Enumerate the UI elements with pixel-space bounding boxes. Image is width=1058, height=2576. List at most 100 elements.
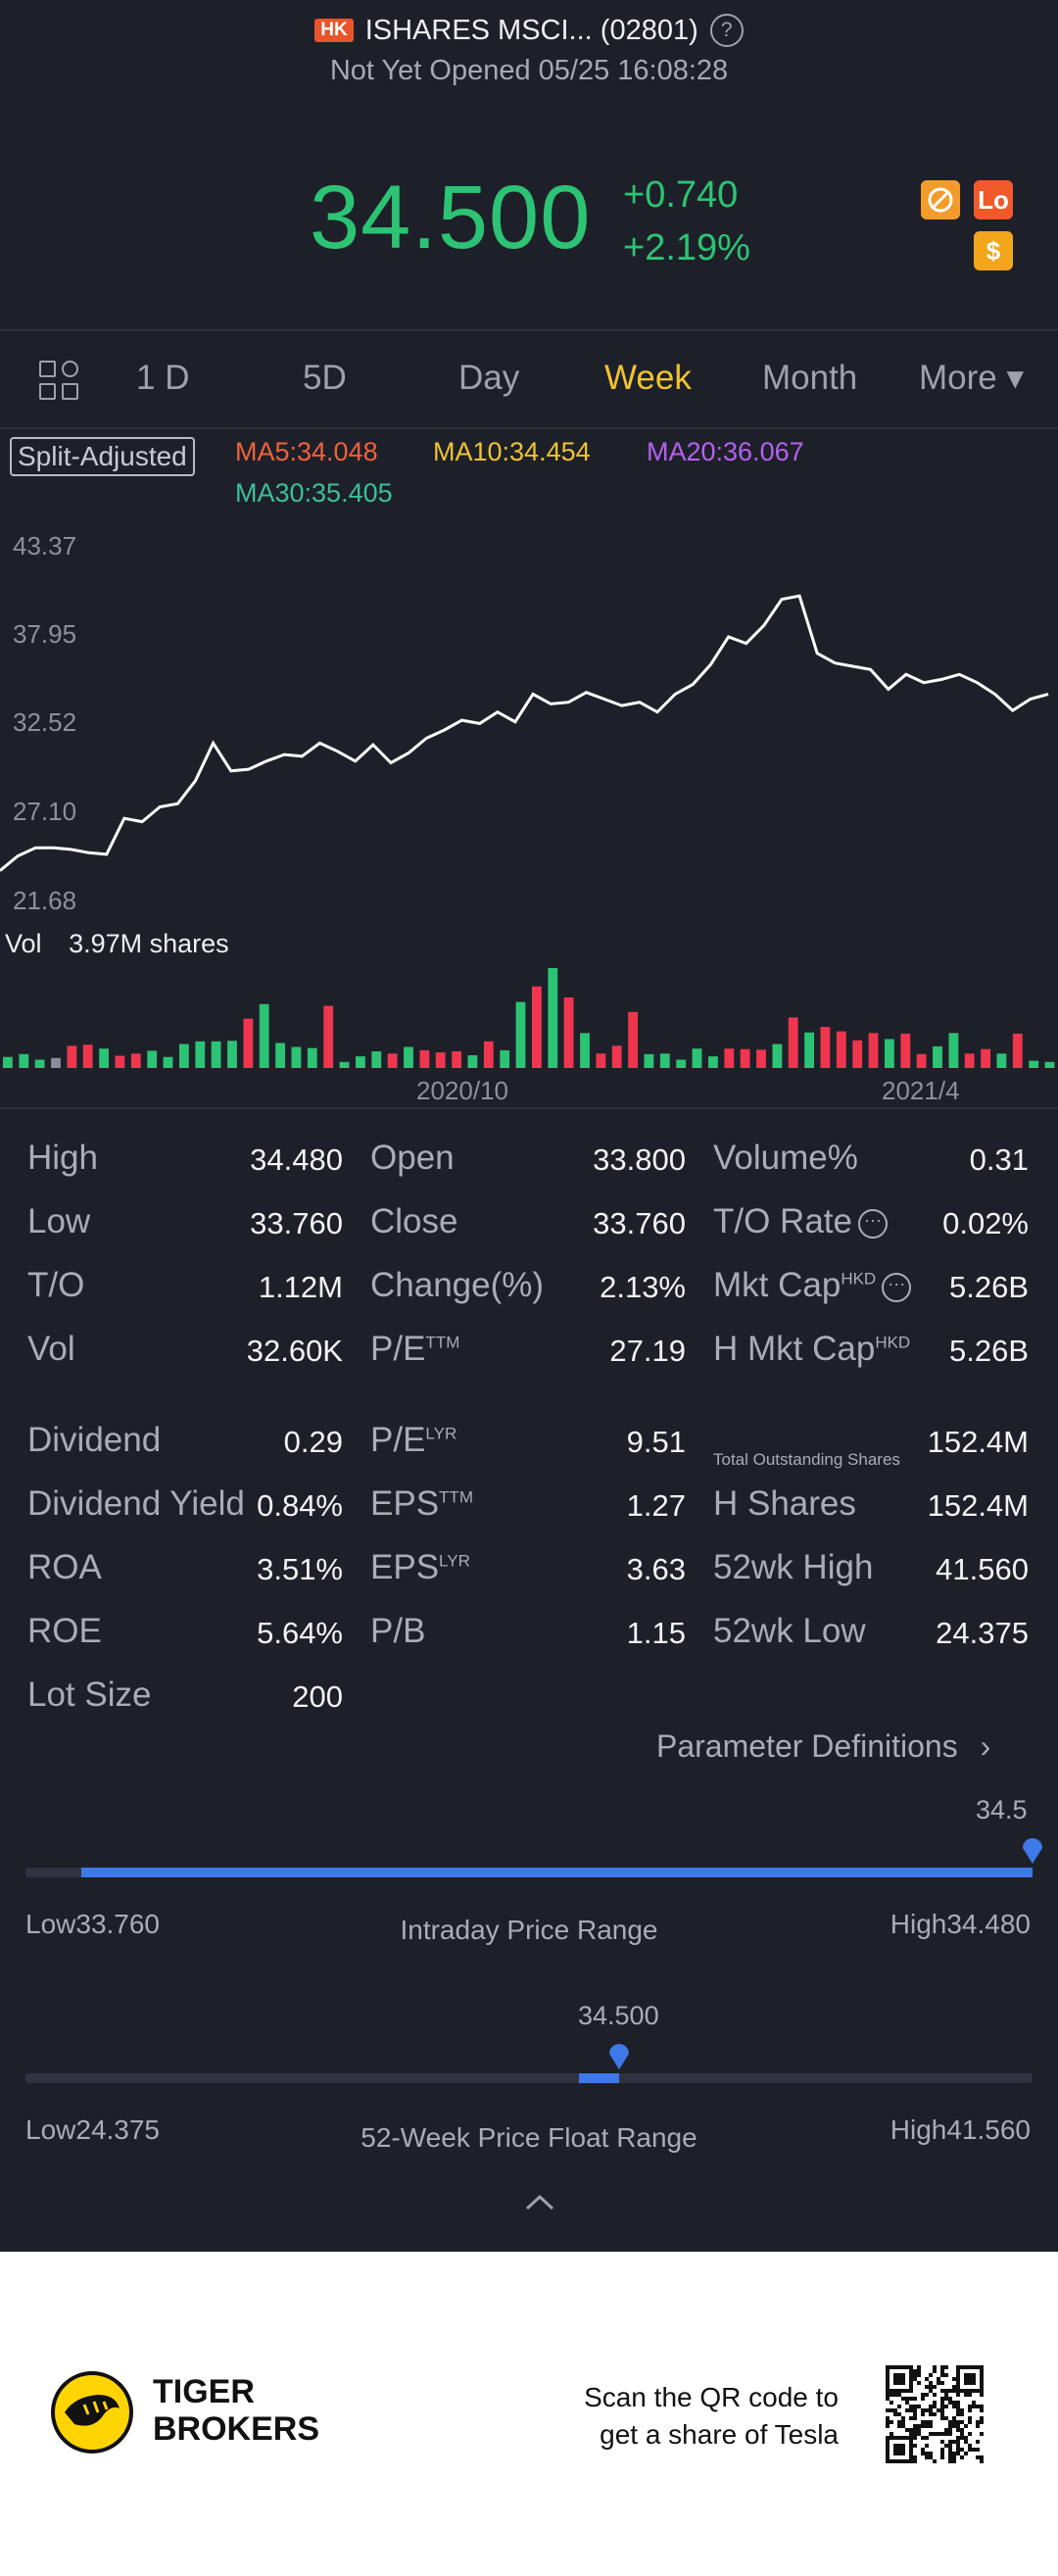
volume-bar bbox=[147, 1050, 158, 1068]
volume-bar bbox=[51, 1057, 61, 1068]
volume-bar bbox=[964, 1053, 975, 1068]
stat-label-text: EPS bbox=[370, 1548, 440, 1586]
stat-label: Close bbox=[370, 1202, 457, 1241]
grid-layout-icon[interactable] bbox=[39, 361, 80, 402]
tab-day[interactable]: Day bbox=[458, 359, 520, 397]
volume-bar bbox=[356, 1056, 365, 1068]
stat-value: 9.51 bbox=[626, 1425, 686, 1459]
price-volume-chart[interactable] bbox=[0, 0, 1058, 1107]
y-tick-label: 32.52 bbox=[13, 707, 77, 737]
stat-value: 0.31 bbox=[969, 1142, 1029, 1177]
dividend-badge-icon[interactable]: $ bbox=[974, 231, 1013, 270]
x-tick-label: 2021/4 bbox=[882, 1076, 960, 1105]
stat-value: 200 bbox=[292, 1679, 343, 1714]
stat-label: EPSLYR bbox=[370, 1548, 470, 1587]
week52-low-label: Low24.375 bbox=[25, 2114, 161, 2145]
volume-bar bbox=[611, 1045, 622, 1068]
volume-bar bbox=[659, 1053, 670, 1068]
volume-bar bbox=[500, 1049, 510, 1068]
intraday-current-label: 34.5 bbox=[976, 1795, 1028, 1824]
qr-code[interactable] bbox=[886, 2365, 984, 2463]
week52-high-label: High41.560 bbox=[890, 2114, 1031, 2145]
volume-bar bbox=[548, 968, 558, 1068]
stat-label-text: Vol bbox=[27, 1330, 75, 1368]
stat-value: 32.60K bbox=[246, 1334, 343, 1368]
volume-bar bbox=[227, 1041, 237, 1068]
stat-label-text: EPS bbox=[370, 1484, 440, 1523]
volume-bar bbox=[692, 1048, 702, 1068]
lo-badge-icon[interactable]: Lo bbox=[974, 180, 1013, 219]
volume-bar bbox=[1044, 1061, 1055, 1068]
y-tick-label: 43.37 bbox=[13, 531, 77, 560]
no-shorting-icon[interactable] bbox=[921, 180, 960, 219]
volume-bar bbox=[115, 1055, 125, 1068]
tiger-logo-icon bbox=[51, 2371, 133, 2454]
volume-bar bbox=[981, 1048, 990, 1068]
stat-label-text: H Mkt Cap bbox=[713, 1330, 876, 1368]
tab-month[interactable]: Month bbox=[762, 359, 858, 397]
stat-label-text: Total Outstanding Shares bbox=[713, 1450, 900, 1469]
tab-1d[interactable]: 1 D bbox=[136, 359, 190, 397]
stat-label: P/B bbox=[370, 1612, 425, 1651]
volume-bar bbox=[452, 1051, 461, 1068]
info-dots-icon[interactable]: ··· bbox=[882, 1272, 912, 1302]
volume-bar bbox=[933, 1045, 942, 1068]
stat-label-text: P/E bbox=[370, 1330, 426, 1368]
ma10-label: MA10:34.454 bbox=[433, 437, 591, 466]
stat-value: 1.12M bbox=[258, 1270, 343, 1304]
stat-label: 52wk High bbox=[713, 1548, 873, 1587]
x-tick-label: 2020/10 bbox=[416, 1076, 508, 1105]
split-adjusted-toggle[interactable]: Split-Adjusted bbox=[10, 437, 195, 476]
stat-value: 152.4M bbox=[927, 1488, 1029, 1523]
volume-label: Vol bbox=[5, 929, 42, 958]
intraday-title: Intraday Price Range bbox=[400, 1915, 658, 1945]
volume-bar bbox=[67, 1045, 77, 1068]
scan-line-1: Scan the QR code to bbox=[584, 2382, 839, 2412]
last-price: 34.500 bbox=[310, 168, 592, 267]
stat-label-text: Close bbox=[370, 1202, 458, 1240]
tab-5d[interactable]: 5D bbox=[303, 359, 347, 397]
ma5-label: MA5:34.048 bbox=[235, 437, 378, 466]
volume-bar bbox=[916, 1053, 927, 1068]
stat-value: 3.63 bbox=[626, 1552, 686, 1586]
stat-label-superscript: TTM bbox=[439, 1487, 473, 1507]
header-divider bbox=[0, 329, 1058, 331]
stat-label: H Shares bbox=[713, 1484, 856, 1524]
stat-label-text: Lot Size bbox=[27, 1676, 152, 1714]
stat-value: 1.27 bbox=[626, 1488, 686, 1523]
volume-bar bbox=[596, 1053, 606, 1068]
volume-bar bbox=[3, 1056, 13, 1068]
volume-bar bbox=[756, 1049, 766, 1068]
volume-bar bbox=[740, 1048, 750, 1068]
volume-bar bbox=[852, 1040, 863, 1068]
y-tick-label: 21.68 bbox=[13, 886, 77, 915]
tab-more[interactable]: More ▾ bbox=[919, 359, 1025, 397]
stat-label: Dividend Yield bbox=[27, 1484, 245, 1524]
parameter-definitions-link[interactable]: Parameter Definitions › bbox=[656, 1728, 990, 1765]
stat-label-text: H Shares bbox=[713, 1484, 856, 1523]
ma20-label: MA20:36.067 bbox=[647, 437, 804, 466]
volume-bar bbox=[788, 1017, 798, 1068]
intraday-high-label: High34.480 bbox=[890, 1909, 1031, 1939]
week52-range-fill bbox=[578, 2073, 619, 2083]
volume-bar bbox=[483, 1041, 494, 1068]
volume-bar bbox=[772, 1044, 783, 1068]
tab-week[interactable]: Week bbox=[604, 359, 692, 397]
info-dots-icon[interactable]: ··· bbox=[857, 1208, 888, 1239]
week52-current-label: 34.500 bbox=[578, 2001, 659, 2030]
volume-bar bbox=[163, 1056, 173, 1068]
help-icon[interactable]: ? bbox=[709, 14, 744, 47]
intraday-low-label: Low33.760 bbox=[25, 1909, 161, 1939]
volume-bar bbox=[563, 997, 574, 1068]
stat-label-superscript: LYR bbox=[425, 1424, 457, 1443]
volume-bar bbox=[419, 1049, 430, 1068]
volume-bar bbox=[515, 1001, 526, 1068]
stat-label-text: ROE bbox=[27, 1612, 102, 1650]
price-change-percent: +2.19% bbox=[623, 227, 750, 268]
stat-label: Volume% bbox=[713, 1139, 858, 1178]
volume-bar bbox=[1029, 1060, 1039, 1068]
chevron-up-icon[interactable] bbox=[523, 2191, 556, 2212]
stat-value: 2.13% bbox=[600, 1270, 686, 1304]
volume-bar bbox=[19, 1053, 29, 1068]
volume-bar bbox=[708, 1056, 718, 1068]
